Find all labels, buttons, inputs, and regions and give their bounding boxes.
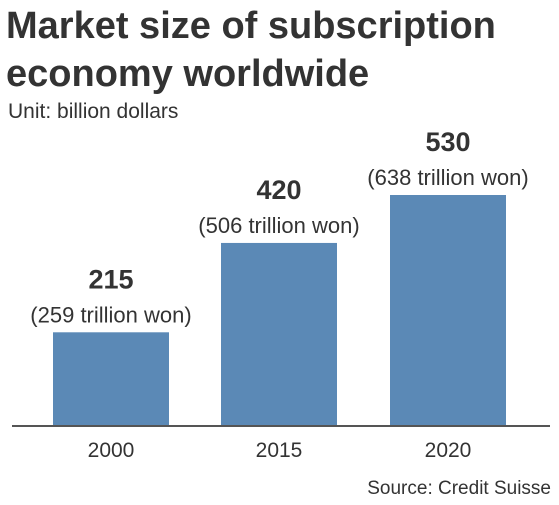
sub-label-2015: (506 trillion won) xyxy=(198,213,359,238)
sub-label-2020: (638 trillion won) xyxy=(367,165,528,190)
unit-label: Unit: billion dollars xyxy=(8,100,179,123)
labels-group: (259 trillion won) 215 (506 trillion won) 4… xyxy=(30,127,528,327)
x-tick-2000: 2000 xyxy=(88,439,135,462)
value-label-2000: 215 xyxy=(88,264,133,294)
sub-label-2000: (259 trillion won) xyxy=(30,302,191,327)
value-label-2020: 530 xyxy=(425,127,470,157)
x-tick-2015: 2015 xyxy=(256,439,303,462)
bars-group xyxy=(53,195,506,426)
bar-2015 xyxy=(221,242,337,426)
tick-labels-group: 2000 2015 2020 xyxy=(88,439,472,462)
chart-title: Market size of subscription economy worl… xyxy=(6,5,496,95)
value-label-2015: 420 xyxy=(256,175,301,205)
x-tick-2020: 2020 xyxy=(425,439,472,462)
source-label: Source: Credit Suisse xyxy=(367,478,551,499)
bar-2020 xyxy=(390,195,506,426)
bar-2000 xyxy=(53,332,169,426)
